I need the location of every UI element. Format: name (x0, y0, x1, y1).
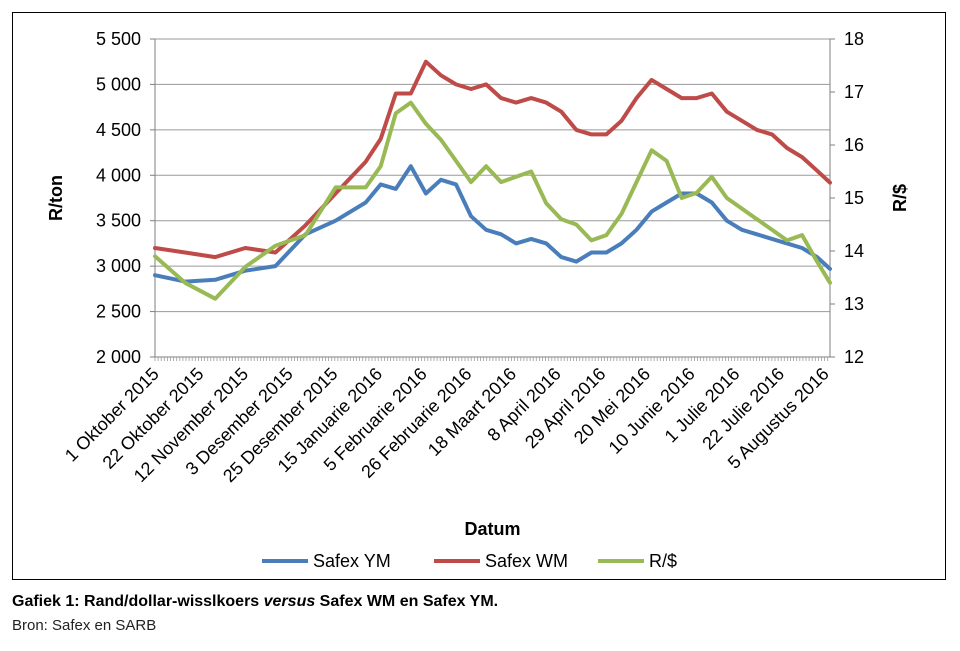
y-left-tick-label: 4 000 (96, 165, 141, 185)
y-right-tick-label: 17 (844, 82, 864, 102)
y-left-tick-label: 5 500 (96, 29, 141, 49)
y-left-tick-label: 4 500 (96, 120, 141, 140)
series-line-safex-wm (153, 59, 832, 260)
y-left-axis-title: R/ton (46, 175, 66, 221)
chart-frame (12, 12, 946, 580)
legend-label: Safex YM (313, 551, 391, 571)
y-left-tick-label: 5 000 (96, 74, 141, 94)
y-right-tick-label: 18 (844, 29, 864, 49)
y-right-axis-title: R/$ (890, 184, 910, 212)
legend-label: Safex WM (485, 551, 568, 571)
y-right-tick-label: 15 (844, 188, 864, 208)
figure-source: Bron: Safex en SARB (12, 617, 157, 634)
x-axis-title: Datum (464, 519, 520, 539)
caption-italic: versus (263, 593, 316, 610)
legend-label: R/$ (649, 551, 677, 571)
y-right-tick-label: 12 (844, 347, 864, 367)
y-right-tick-label: 13 (844, 294, 864, 314)
caption-prefix: Gafiek 1: Rand/dollar-wisslkoers (12, 593, 264, 610)
series-line-r- (153, 100, 832, 301)
y-left-tick-label: 2 000 (96, 347, 141, 367)
figure-caption: Gafiek 1: Rand/dollar-wisslkoers versus … (12, 593, 498, 611)
y-left-tick-label: 3 500 (96, 211, 141, 231)
caption-suffix: Safex WM en Safex YM. (315, 593, 499, 610)
y-left-tick-label: 2 500 (96, 302, 141, 322)
y-right-tick-label: 16 (844, 135, 864, 155)
y-right-tick-label: 14 (844, 241, 864, 261)
series-line-safex-ym (153, 164, 832, 284)
y-left-tick-label: 3 000 (96, 256, 141, 276)
